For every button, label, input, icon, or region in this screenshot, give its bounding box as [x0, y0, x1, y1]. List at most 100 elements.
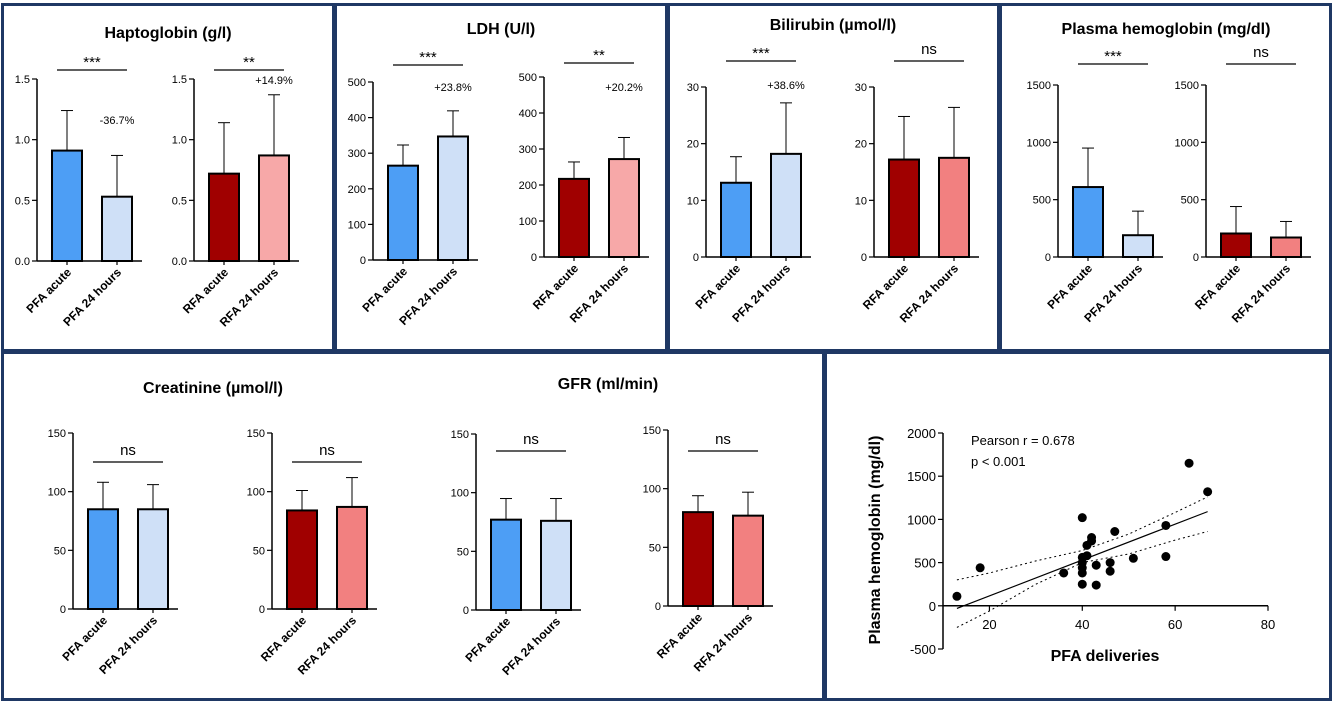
category-label-c5-s1-0: RFA acute	[654, 610, 705, 661]
y-tick-label-c1-s0-1: 100	[348, 219, 366, 231]
bar-c3-s0-0	[1072, 186, 1104, 258]
percent-change-c0-s0: -36.7%	[100, 115, 135, 127]
category-label-c2-s1-0: RFA acute	[860, 261, 911, 312]
y-tick-label-c0-s0-0: 0.0	[15, 256, 30, 268]
significance-label-c3-s1: ns	[1253, 44, 1269, 61]
bar-c5-s1-0	[682, 511, 714, 608]
scatter-x-tick-label-1: 40	[1075, 617, 1089, 632]
chart-title-plasma-hemoglobin: Plasma hemoglobin (mg/dl)	[1062, 21, 1271, 38]
y-tick-label-c2-s0-1: 10	[687, 195, 699, 207]
scatter-x-tick-label-3: 80	[1261, 617, 1275, 632]
bar-c4-s1-0	[286, 509, 318, 610]
bar-c2-s1-1	[938, 156, 970, 258]
scatter-point-2	[1059, 568, 1069, 578]
percent-change-c2-s0: +38.6%	[767, 80, 805, 92]
category-label-c0-s1-0: RFA acute	[180, 265, 231, 316]
chart-title-ldh: LDH (U/l)	[467, 21, 535, 38]
category-label-c3-s0-0: PFA acute	[1045, 261, 1096, 312]
y-tick-label-c2-s0-2: 20	[687, 139, 699, 151]
y-tick-label-c4-s1-1: 50	[253, 545, 265, 557]
percent-change-c1-s0: +23.8%	[434, 82, 472, 94]
y-tick-label-c3-s1-3: 1500	[1175, 80, 1199, 92]
y-tick-label-c4-s0-0: 0	[60, 604, 66, 616]
pearson-r-annotation: Pearson r = 0.678	[971, 433, 1075, 448]
y-tick-label-c5-s0-2: 100	[451, 488, 469, 500]
bar-c5-s0-0	[490, 518, 522, 611]
y-tick-label-c1-s1-3: 300	[519, 144, 537, 156]
chart-title-creatinine: Creatinine (µmol/l)	[143, 380, 283, 397]
scatter-y-tick-label-0: -500	[910, 642, 936, 657]
y-tick-label-c2-s1-1: 10	[855, 195, 867, 207]
y-tick-label-c3-s1-2: 1000	[1175, 137, 1199, 149]
percent-change-c0-s1: +14.9%	[255, 75, 293, 87]
y-tick-label-c0-s1-3: 1.5	[172, 74, 187, 86]
scatter-point-22	[1203, 487, 1213, 497]
y-tick-label-c4-s1-2: 100	[247, 487, 265, 499]
scatter-point-10	[1082, 551, 1092, 561]
scatter-point-13	[1091, 580, 1101, 590]
significance-label-c0-s1: **	[243, 54, 255, 71]
scatter-point-8	[1077, 579, 1087, 589]
bar-c0-s0-0	[51, 149, 83, 262]
y-tick-label-c1-s0-0: 0	[360, 255, 366, 267]
bar-c3-s0-1	[1122, 234, 1154, 258]
category-label-c2-s0-0: PFA acute	[693, 261, 744, 312]
y-tick-label-c4-s1-0: 0	[259, 604, 265, 616]
y-tick-label-c1-s1-0: 0	[531, 252, 537, 264]
bar-c2-s0-0	[720, 181, 752, 258]
scatter-y-axis-title: Plasma hemoglobin (mg/dl)	[867, 436, 884, 645]
bar-c1-s0-0	[387, 164, 419, 261]
y-tick-label-c0-s0-1: 0.5	[15, 195, 30, 207]
y-tick-label-c5-s1-0: 0	[655, 601, 661, 613]
y-tick-label-c1-s0-2: 200	[348, 184, 366, 196]
scatter-x-axis-title: PFA deliveries	[1051, 648, 1160, 665]
significance-label-c2-s0: ***	[752, 45, 770, 62]
significance-label-c5-s1: ns	[715, 431, 731, 448]
y-tick-label-c2-s1-3: 30	[855, 82, 867, 94]
y-tick-label-c3-s1-0: 0	[1193, 252, 1199, 264]
bar-c2-s1-0	[888, 158, 920, 259]
bar-c5-s1-1	[732, 514, 764, 607]
y-tick-label-c5-s1-1: 50	[649, 542, 661, 554]
y-tick-label-c3-s0-2: 1000	[1027, 137, 1051, 149]
scatter-point-7	[1077, 568, 1087, 578]
y-tick-label-c3-s0-3: 1500	[1027, 80, 1051, 92]
scatter-point-20	[1161, 552, 1171, 562]
y-tick-label-c2-s1-2: 20	[855, 139, 867, 151]
y-tick-label-c4-s0-3: 150	[48, 428, 66, 440]
scatter-point-18	[1128, 553, 1138, 563]
significance-label-c1-s1: **	[593, 47, 605, 64]
panel-scatter-correlation	[824, 351, 1332, 701]
bar-c3-s1-0	[1220, 232, 1252, 258]
bar-c4-s1-1	[336, 505, 368, 611]
y-tick-label-c1-s1-5: 500	[519, 72, 537, 84]
chart-title-bilirubin: Bilirubin (µmol/l)	[770, 17, 897, 34]
category-label-c4-s0-0: PFA acute	[60, 613, 111, 664]
scatter-y-tick-label-1: 0	[929, 599, 936, 614]
y-tick-label-c1-s1-4: 400	[519, 108, 537, 120]
significance-label-c4-s1: ns	[319, 442, 335, 459]
panel-plasma-hemoglobin	[999, 3, 1332, 352]
y-tick-label-c2-s1-0: 0	[861, 252, 867, 264]
y-tick-label-c1-s0-4: 400	[348, 113, 366, 125]
p-value-annotation: p < 0.001	[971, 454, 1026, 469]
scatter-point-3	[1077, 513, 1087, 523]
y-tick-label-c0-s0-2: 1.0	[15, 135, 30, 147]
y-tick-label-c1-s0-5: 500	[348, 77, 366, 89]
y-tick-label-c3-s0-0: 0	[1045, 252, 1051, 264]
percent-change-c1-s1: +20.2%	[605, 82, 643, 94]
significance-label-c0-s0: ***	[83, 54, 101, 71]
y-tick-label-c0-s1-1: 0.5	[172, 195, 187, 207]
category-label-c1-s1-0: RFA acute	[530, 261, 581, 312]
y-tick-label-c0-s1-0: 0.0	[172, 256, 187, 268]
category-label-c5-s0-0: PFA acute	[463, 614, 514, 665]
significance-label-c5-s0: ns	[523, 431, 539, 448]
bar-c1-s0-1	[437, 135, 469, 261]
bar-c2-s0-1	[770, 152, 802, 258]
bar-c4-s0-1	[137, 508, 169, 610]
scatter-point-15	[1105, 558, 1115, 568]
y-tick-label-c2-s0-0: 0	[693, 252, 699, 264]
scatter-point-12	[1087, 533, 1097, 543]
y-tick-label-c0-s0-3: 1.5	[15, 74, 30, 86]
